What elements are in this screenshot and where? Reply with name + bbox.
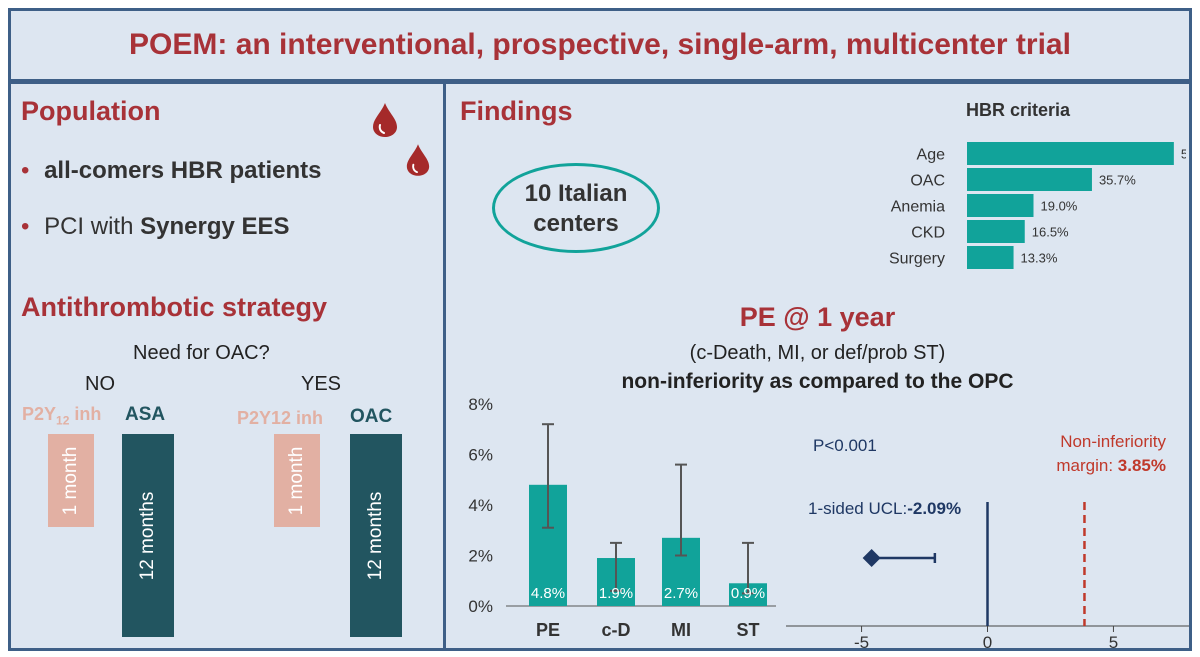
blood-drop-icon xyxy=(373,103,397,137)
hbr-criteria-chart: HBR criteria Age 59.1% OAC 35.7% Anemia 19.0% C… xyxy=(889,100,1186,269)
bullet-pci-bold: Synergy EES xyxy=(140,213,290,240)
hbr-bar xyxy=(967,220,1025,243)
hbr-value-label: 16.5% xyxy=(1032,225,1069,240)
forest-point-diamond xyxy=(862,549,881,567)
population-heading: Population xyxy=(21,96,161,126)
pe-data-label: 0.9% xyxy=(731,585,765,602)
pe-data-label: 1.9% xyxy=(599,585,633,602)
strategy-yes-label: YES xyxy=(301,373,342,395)
bullet-hbr: • all-comers HBR patients xyxy=(21,157,321,185)
margin-line1: Non-inferiority xyxy=(1060,432,1166,451)
hbr-category-label: Anemia xyxy=(891,199,945,216)
no-p2y-duration-text: 1 month xyxy=(60,446,81,515)
hbr-category-label: Surgery xyxy=(889,251,945,268)
hbr-bar xyxy=(967,168,1092,191)
no-p2y-sub: 12 xyxy=(56,413,70,428)
hbr-value-label: 19.0% xyxy=(1041,199,1078,214)
pe-subtitle2: non-inferiority as compared to the OPC xyxy=(621,370,1014,393)
hbr-chart-title: HBR criteria xyxy=(966,100,1071,120)
pe-y-tick-label: 8% xyxy=(468,395,493,414)
strategy-no-label: NO xyxy=(85,373,115,395)
bullet-hbr-text: all-comers HBR patients xyxy=(44,157,322,184)
centers-ellipse: 10 Italian centers xyxy=(492,163,660,253)
pe-y-tick-label: 6% xyxy=(468,446,493,465)
bullet-pci: • PCI with Synergy EES xyxy=(21,213,290,241)
p-value-label: P<0.001 xyxy=(813,436,877,455)
pe-category-label: c-D xyxy=(601,620,630,640)
pe-subtitle: (c-Death, MI, or def/prob ST) xyxy=(689,342,946,364)
bullet-dot: • xyxy=(21,213,30,240)
margin-label: Non-inferiority margin: 3.85% xyxy=(1016,430,1166,478)
no-asa-duration-bar: 12 months xyxy=(122,434,174,637)
yes-oac-label: OAC xyxy=(350,406,393,427)
no-p2y-base: P2Y xyxy=(22,404,57,424)
page-title: POEM: an interventional, prospective, si… xyxy=(129,28,1071,61)
pe-title: PE @ 1 year xyxy=(739,302,896,332)
forest-plot: -5 0 5 xyxy=(786,502,1189,650)
ucl-value: -2.09% xyxy=(907,499,962,518)
pe-bar-chart: 0% 2% 4% 6% 8% 4.8% PE 1.9% c-D 2.7% MI 0.9% ST xyxy=(468,395,776,640)
hbr-category-label: CKD xyxy=(911,225,945,242)
ucl-label-wrap: 1-sided UCL:-2.09% xyxy=(808,499,961,519)
yes-p2y-duration-text: 1 month xyxy=(286,446,307,515)
yes-p2y-duration-bar: 1 month xyxy=(274,434,320,527)
bullet-pci-prefix: PCI with xyxy=(44,213,141,240)
findings-heading: Findings xyxy=(460,96,573,126)
title-box: POEM: an interventional, prospective, si… xyxy=(8,8,1192,82)
no-asa-duration-text: 12 months xyxy=(137,491,158,580)
pe-y-tick-label: 2% xyxy=(468,547,493,566)
pe-y-tick-label: 0% xyxy=(468,597,493,616)
forest-x-tick-label: -5 xyxy=(854,633,869,650)
pe-y-tick-label: 4% xyxy=(468,496,493,515)
pe-bar xyxy=(729,583,767,606)
pe-category-label: MI xyxy=(671,620,691,640)
strategy-question: Need for OAC? xyxy=(133,342,270,364)
no-p2y-suffix: inh xyxy=(69,404,102,424)
hbr-bar xyxy=(967,142,1174,165)
no-p2y-duration-bar: 1 month xyxy=(48,434,94,527)
margin-value: 3.85% xyxy=(1117,456,1166,475)
margin-line2: margin: xyxy=(1056,456,1118,475)
yes-oac-duration-text: 12 months xyxy=(365,491,386,580)
yes-oac-duration-bar: 12 months xyxy=(350,434,402,637)
forest-x-tick-label: 5 xyxy=(1109,633,1118,650)
forest-x-tick-label: 0 xyxy=(983,633,992,650)
yes-p2y-label: P2Y12 inh xyxy=(237,408,324,428)
hbr-bar xyxy=(967,246,1014,269)
bullet-dot: • xyxy=(21,157,30,184)
pe-category-label: PE xyxy=(536,620,560,640)
ucl-label: 1-sided UCL: xyxy=(808,499,908,518)
hbr-category-label: Age xyxy=(917,147,946,164)
margin-line2-wrap: margin: 3.85% xyxy=(1016,454,1166,478)
hbr-value-label: 35.7% xyxy=(1099,173,1136,188)
strategy-heading: Antithrombotic strategy xyxy=(21,292,328,322)
pe-category-label: ST xyxy=(736,620,759,640)
hbr-bar xyxy=(967,194,1034,217)
hbr-category-label: OAC xyxy=(910,173,945,190)
hbr-value-label: 59.1% xyxy=(1181,147,1186,162)
pe-data-label: 2.7% xyxy=(664,585,698,602)
centers-line2: centers xyxy=(533,210,619,237)
centers-line1: 10 Italian xyxy=(524,180,628,207)
no-asa-label: ASA xyxy=(125,404,166,425)
population-panel: Population • all-comers HBR patients • P… xyxy=(8,81,446,651)
findings-panel: Findings 10 Italian centers HBR criteria… xyxy=(443,81,1192,651)
no-p2y-label: P2Y12 inh xyxy=(22,404,101,428)
hbr-value-label: 13.3% xyxy=(1021,251,1058,266)
blood-drop-icon xyxy=(406,144,430,176)
pe-data-label: 4.8% xyxy=(531,585,565,602)
